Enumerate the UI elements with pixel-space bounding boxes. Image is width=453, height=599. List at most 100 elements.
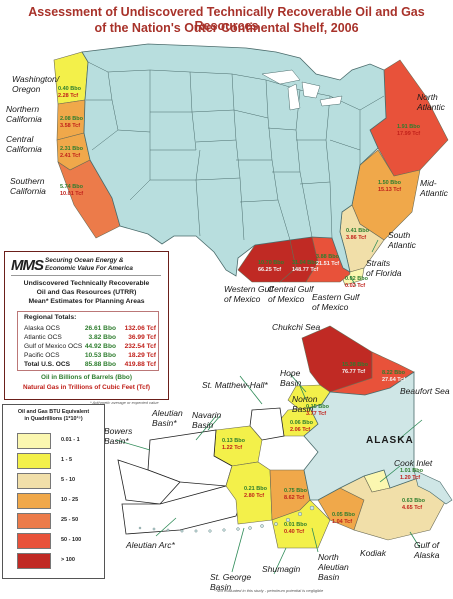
label-north-aleutian-basin: North Aleutian Basin xyxy=(318,552,349,582)
mms-logo: MMS xyxy=(11,257,44,274)
label-central-gulf: Central Gulf of Mexico xyxy=(268,284,314,304)
label-hope-basin: Hope Basin xyxy=(280,368,302,388)
totals-row-name: Alaska OCS xyxy=(24,325,60,332)
value-beaufort-sea: 8.22 Bbo 27.64 Tcf xyxy=(382,370,406,383)
label-navarin-basin: Navarin Basin xyxy=(192,410,222,430)
label-north-atlantic: North Atlantic xyxy=(417,92,445,112)
bowers-basin-area xyxy=(117,459,181,505)
totals-row: Atlantic OCS 3.82 Bbo 36.99 Tcf xyxy=(24,333,156,342)
totals-row: Pacific OCS 10.53 Bbo 18.29 Tcf xyxy=(24,351,156,360)
label-aleutian-basin: Aleutian Basin* xyxy=(152,408,183,428)
totals-row-name: Atlantic OCS xyxy=(24,334,62,341)
legend-swatch xyxy=(17,453,51,469)
legend-label: 1 - 5 xyxy=(61,457,73,463)
label-chukchi-sea: Chukchi Sea xyxy=(272,322,321,332)
label-beaufort-sea: Beaufort Sea xyxy=(400,386,450,396)
totals-row-name: Gulf of Mexico OCS xyxy=(24,343,83,350)
label-central-california: Central California xyxy=(6,134,42,154)
panel-subtitle-2: Oil and Gas Resources (UTRR) xyxy=(36,289,137,296)
label-st-george-basin: St. George Basin xyxy=(210,572,252,592)
value-chukchi-sea: 15.38 Bbo 76.77 Tcf xyxy=(342,362,368,375)
value-norton-basin: 0.06 Bbo 2.06 Tcf xyxy=(290,420,313,433)
totals-row-gas: 18.29 Tcf xyxy=(128,352,156,359)
value-cook-inlet: 1.01 Bbo 1.20 Tcf xyxy=(400,468,423,481)
legend-swatch xyxy=(17,533,51,549)
alaska-land xyxy=(303,371,419,501)
totals-row: Alaska OCS 26.61 Bbo 132.06 Tcf xyxy=(24,324,156,333)
totals-heading: Regional Totals: xyxy=(24,314,77,321)
legend-label: 0.01 - 1 xyxy=(61,437,80,443)
value-south-atlantic: 0.41 Bbo 3.86 Tcf xyxy=(346,228,369,241)
st-george-basin-area[interactable] xyxy=(225,461,273,525)
totals-row-gas: 36.99 Tcf xyxy=(128,334,156,341)
average-footnote: * Arithmetic average or expected value xyxy=(90,400,159,405)
state-lines xyxy=(86,61,385,241)
value-mid-atlantic: 1.50 Bbo 15.13 Tcf xyxy=(378,180,402,193)
label-southern-california: Southern California xyxy=(10,176,46,196)
totals-row: Gulf of Mexico OCS 44.92 Bbo 232.54 Tcf xyxy=(24,342,156,351)
mms-slogan: Securing Ocean Energy & Economic Value F… xyxy=(45,257,133,272)
legend-title: Oil and Gas BTU Equivalent in Quadrillio… xyxy=(17,409,90,422)
panel-subtitle-1: Undiscovered Technically Recoverable xyxy=(23,280,150,287)
value-st-george-basin: 0.21 Bbo 2.80 Tcf xyxy=(244,486,267,499)
label-straits-of-florida: Straits of Florida xyxy=(366,258,402,278)
value-north-aleutian-basin: 0.75 Bbo 8.62 Tcf xyxy=(284,488,307,501)
map-title-line-2: of the Nation's Outer Continental Shelf,… xyxy=(94,21,359,35)
label-mid-atlantic: Mid- Atlantic xyxy=(420,178,448,198)
btu-legend: Oil and Gas BTU Equivalent in Quadrillio… xyxy=(2,404,105,579)
value-central-california: 2.31 Bbo 2.41 Tcf xyxy=(60,146,83,159)
map-title-line-1: Assessment of Undiscovered Technically R… xyxy=(28,5,425,33)
regional-totals-table: Regional Totals: Alaska OCS 26.61 Bbo 132.… xyxy=(17,311,159,371)
legend-swatch xyxy=(17,493,51,509)
totals-row-oil: 10.53 Bbo xyxy=(84,352,116,359)
gas-units-note: Natural Gas in Trillions of Cubic Feet (… xyxy=(23,384,150,391)
value-shumagin: 0.01 Bbo 0.40 Tcf xyxy=(284,522,307,535)
label-st-matthew-hall: St. Matthew-Hall* xyxy=(202,380,268,390)
regional-totals-panel: MMS Securing Ocean Energy & Economic Val… xyxy=(4,251,169,400)
totals-row-name: Total U.S. OCS xyxy=(24,361,71,368)
totals-row-gas: 419.88 Tcf xyxy=(124,361,156,368)
great-lakes xyxy=(261,69,343,111)
value-central-gulf: 31.04 Bbo 148.77 Tcf xyxy=(292,260,319,273)
legend-swatch xyxy=(17,553,51,569)
value-western-gulf: 10.70 Bbo 66.25 Tcf xyxy=(258,260,284,273)
legend-swatch xyxy=(17,473,51,489)
value-northern-california: 2.08 Bbo 3.58 Tcf xyxy=(60,116,83,129)
value-hope-basin: 0.15 Bbo 3.77 Tcf xyxy=(306,404,329,417)
legend-swatch xyxy=(17,433,51,449)
label-alaska: ALASKA xyxy=(366,435,414,446)
legend-swatch xyxy=(17,513,51,529)
legend-label: 50 - 100 xyxy=(61,537,82,543)
label-bowers-basin: Bowers Basin* xyxy=(104,426,133,446)
conterminous-us-land xyxy=(81,43,387,277)
label-shumagin: Shumagin xyxy=(262,564,301,574)
value-gulf-of-alaska: 0.63 Bbo 4.65 Tcf xyxy=(402,498,425,511)
totals-row-oil: 26.61 Bbo xyxy=(84,325,116,332)
value-straits-of-florida: 0.02 Bbo 0.02 Tcf xyxy=(345,276,368,289)
value-navarin-basin: 0.13 Bbo 1.22 Tcf xyxy=(222,438,245,451)
totals-row-oil: 44.92 Bbo xyxy=(84,343,116,350)
totals-row-gas: 232.54 Tcf xyxy=(124,343,156,350)
label-eastern-gulf: Eastern Gulf of Mexico xyxy=(312,292,360,312)
not-evaluated-footnote: * Not evaluated in this study - petroleu… xyxy=(214,588,324,593)
legend-label: 10 - 25 xyxy=(61,497,79,503)
value-washington-oregon: 0.40 Bbo 2.28 Tcf xyxy=(58,86,81,99)
totals-row-oil: 3.82 Bbo xyxy=(88,334,116,341)
legend-label: 25 - 50 xyxy=(61,517,79,523)
label-northern-california: Northern California xyxy=(6,104,42,124)
oil-units-note: Oil in Billions of Barrels (Bbo) xyxy=(41,374,132,381)
totals-row-name: Pacific OCS xyxy=(24,352,60,359)
label-western-gulf: Western Gulf of Mexico xyxy=(224,284,274,304)
label-washington-oregon: Washington/ Oregon xyxy=(12,74,60,94)
label-aleutian-arc: Aleutian Arc* xyxy=(126,540,175,550)
legend-label: > 100 xyxy=(61,557,75,563)
value-southern-california: 5.74 Bbo 10.01 Tcf xyxy=(60,184,84,197)
value-kodiak: 0.05 Bbo 1.04 Tcf xyxy=(332,512,355,525)
alaska-panhandle xyxy=(413,469,453,505)
label-kodiak: Kodiak xyxy=(360,548,386,558)
aleutian-islands xyxy=(138,505,315,533)
label-south-atlantic: South Atlantic xyxy=(388,230,416,250)
value-eastern-gulf: 3.88 Bbo 21.51 Tcf xyxy=(316,254,340,267)
